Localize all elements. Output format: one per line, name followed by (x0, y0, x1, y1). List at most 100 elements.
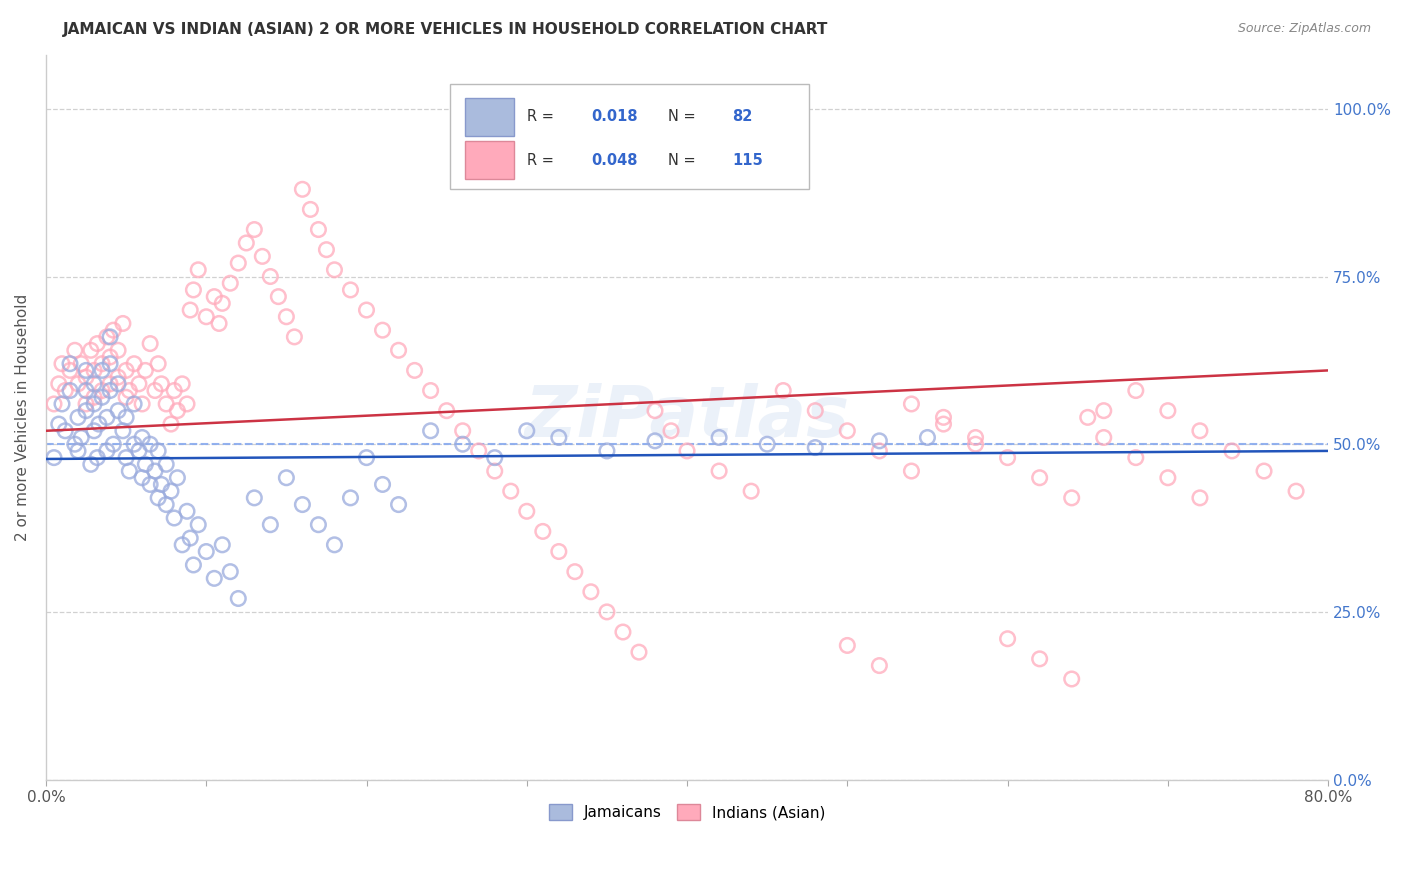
Point (211, 538, 233, 552)
Point (70, 357, 93, 371)
Point (291, 182, 314, 196)
Point (91, 384, 114, 398)
Point (1092, 403, 1115, 417)
Y-axis label: 2 or more Vehicles in Household: 2 or more Vehicles in Household (15, 293, 30, 541)
Text: ZiPatlas: ZiPatlas (524, 383, 849, 452)
Point (139, 336, 162, 351)
Point (387, 343, 409, 358)
Point (1188, 424, 1211, 438)
Point (91, 363, 114, 377)
Point (997, 450, 1019, 465)
Point (644, 434, 666, 448)
Point (166, 403, 188, 417)
Text: 115: 115 (733, 153, 762, 168)
Point (659, 424, 682, 438)
Point (183, 558, 205, 572)
Point (516, 424, 538, 438)
Point (131, 471, 153, 485)
Point (66, 410, 89, 425)
Point (115, 450, 138, 465)
Point (371, 323, 394, 337)
Point (87, 417, 110, 431)
Point (53, 424, 76, 438)
Point (146, 444, 169, 458)
Point (644, 403, 666, 417)
Point (139, 437, 162, 451)
Point (387, 498, 409, 512)
Point (150, 477, 173, 491)
Point (176, 504, 198, 518)
Point (134, 458, 156, 472)
Point (564, 565, 586, 579)
Point (1157, 471, 1180, 485)
Legend: Jamaicans, Indians (Asian): Jamaicans, Indians (Asian) (543, 798, 831, 826)
Point (91, 390, 114, 404)
Point (259, 517, 281, 532)
Point (172, 538, 194, 552)
Point (51, 397, 73, 411)
Point (115, 390, 138, 404)
Point (42, 397, 65, 411)
Point (134, 363, 156, 377)
Point (307, 517, 329, 532)
Point (179, 303, 201, 318)
Point (96, 410, 118, 425)
Point (804, 403, 827, 417)
Point (339, 283, 361, 297)
Point (202, 290, 225, 304)
Point (276, 310, 298, 324)
Point (91, 357, 114, 371)
Point (339, 491, 361, 505)
Point (299, 202, 322, 217)
Point (211, 296, 233, 310)
Point (143, 464, 166, 478)
Point (75, 384, 97, 398)
Text: R =: R = (527, 153, 554, 168)
Point (70, 430, 93, 444)
Point (63, 437, 86, 451)
Point (98, 384, 121, 398)
Point (547, 430, 569, 444)
Point (997, 632, 1019, 646)
Point (166, 471, 188, 485)
Point (107, 370, 129, 384)
Point (195, 310, 218, 324)
Point (160, 417, 183, 431)
Point (118, 384, 141, 398)
Point (48, 376, 70, 391)
Point (48, 417, 70, 431)
Point (676, 444, 699, 458)
Point (547, 544, 569, 558)
Point (235, 235, 257, 250)
Point (1060, 491, 1083, 505)
Point (596, 605, 619, 619)
Point (243, 222, 266, 236)
Point (259, 269, 281, 284)
Point (98, 330, 121, 344)
Point (307, 222, 329, 236)
Point (96, 330, 118, 344)
Point (160, 484, 183, 499)
Point (868, 658, 890, 673)
Point (128, 376, 150, 391)
Point (756, 437, 779, 451)
Point (146, 491, 169, 505)
Point (356, 303, 378, 318)
Point (404, 363, 426, 377)
Point (176, 397, 198, 411)
Point (98, 357, 121, 371)
Point (155, 498, 177, 512)
Point (146, 357, 169, 371)
FancyBboxPatch shape (465, 98, 515, 136)
Point (111, 424, 134, 438)
Point (579, 584, 602, 599)
Point (115, 410, 138, 425)
Text: 82: 82 (733, 109, 752, 124)
Text: R =: R = (527, 109, 554, 124)
Point (131, 430, 153, 444)
Point (283, 330, 305, 344)
Point (1060, 672, 1083, 686)
Point (226, 591, 249, 606)
Point (917, 430, 939, 444)
Point (451, 424, 474, 438)
